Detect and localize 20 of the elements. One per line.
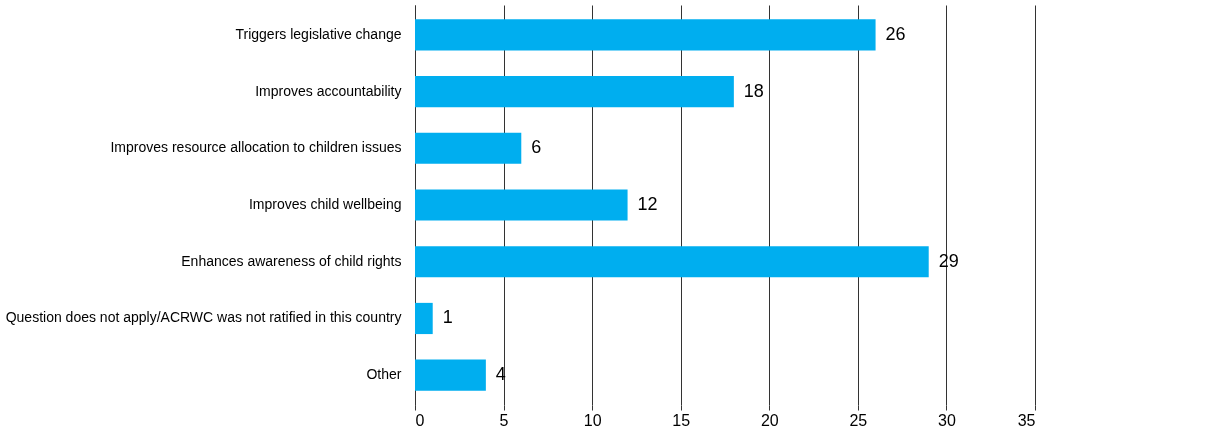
- data-label: 1: [442, 307, 453, 328]
- x-tick-label: 20: [760, 411, 779, 429]
- x-tick-label: 5: [499, 411, 509, 429]
- x-tick-label: 25: [849, 411, 868, 429]
- data-label: 12: [637, 194, 658, 214]
- data-label: 18: [743, 80, 764, 101]
- x-tick-label: 35: [1017, 411, 1036, 429]
- y-tick-label: Triggers legislative change: [235, 25, 402, 42]
- y-tick-label: Improves child wellbeing: [248, 196, 402, 212]
- x-tick-label: 0: [415, 411, 425, 429]
- x-tick-label: 30: [938, 411, 956, 429]
- y-tick-label: Other: [366, 366, 402, 383]
- y-tick-label: Question does not apply/ACRWC was not ratified in this country: [5, 309, 402, 326]
- data-label: 6: [531, 137, 542, 158]
- y-tick-label: Improves resource allocation to children issues: [110, 139, 402, 156]
- y-tick-label: Improves accountability: [255, 82, 402, 99]
- x-tick-label: 15: [672, 411, 691, 429]
- y-tick-label: Enhances awareness of child rights: [181, 252, 402, 269]
- data-label: 26: [885, 23, 906, 44]
- x-tick-label: 10: [583, 411, 602, 429]
